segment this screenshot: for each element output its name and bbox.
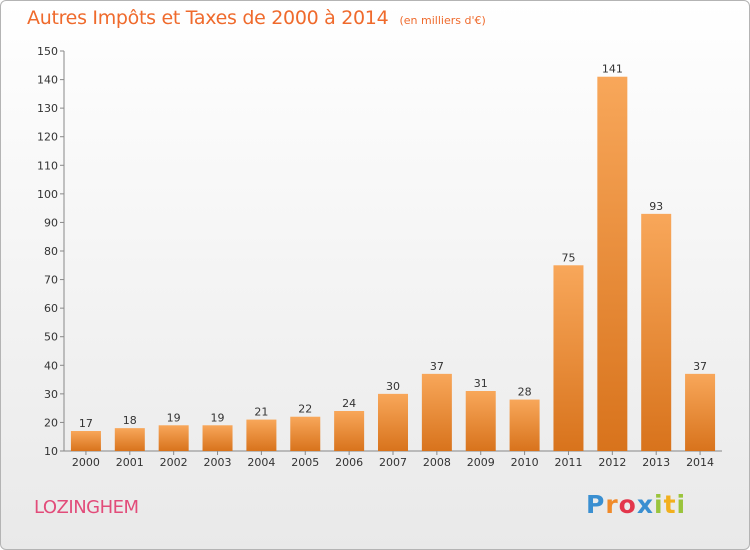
x-tick-label: 2009 (467, 456, 495, 469)
x-tick-label: 2005 (291, 456, 319, 469)
x-tick-label: 2008 (423, 456, 451, 469)
y-tick-label: 140 (37, 74, 58, 87)
y-tick-label: 80 (44, 245, 58, 258)
chart-subtitle: (en milliers d'€) (399, 14, 486, 27)
data-label: 30 (386, 380, 400, 393)
x-tick-label: 2014 (686, 456, 714, 469)
data-label: 28 (518, 386, 532, 399)
data-label: 37 (430, 360, 444, 373)
logo-letter: t (663, 490, 677, 519)
data-label: 93 (649, 200, 663, 213)
x-tick-label: 2004 (247, 456, 275, 469)
y-tick-label: 10 (44, 445, 58, 458)
y-tick-label: 30 (44, 388, 58, 401)
x-tick-label: 2007 (379, 456, 407, 469)
y-tick-label: 110 (37, 159, 58, 172)
logo-letter: i (676, 490, 687, 519)
x-tick-label: 2002 (160, 456, 188, 469)
x-tick-label: 2000 (72, 456, 100, 469)
location-name: LOZINGHEM (34, 497, 139, 518)
bar (334, 411, 365, 451)
x-tick-label: 2006 (335, 456, 363, 469)
y-tick-label: 60 (44, 302, 58, 315)
y-tick-label: 100 (37, 188, 58, 201)
data-label: 19 (167, 411, 181, 424)
bar (465, 391, 496, 451)
x-tick-label: 2010 (511, 456, 539, 469)
y-tick-label: 70 (44, 274, 58, 287)
y-tick-label: 50 (44, 331, 58, 344)
data-label: 22 (298, 403, 312, 416)
x-tick-label: 2011 (554, 456, 582, 469)
logo-letter: P (586, 490, 606, 519)
logo-letter: i (654, 490, 664, 519)
data-label: 24 (342, 397, 356, 410)
bar (685, 373, 716, 451)
data-label: 21 (254, 406, 268, 419)
x-tick-label: 2003 (204, 456, 232, 469)
proxiti-logo: Proxiti (586, 490, 686, 519)
x-tick-label: 2001 (116, 456, 144, 469)
y-tick-label: 20 (44, 416, 58, 429)
bar (641, 213, 672, 451)
bar (246, 419, 277, 451)
data-label: 31 (474, 377, 488, 390)
data-label: 37 (693, 360, 707, 373)
data-label: 19 (211, 411, 225, 424)
bar (553, 265, 584, 451)
y-tick-label: 150 (37, 45, 58, 58)
bar (202, 425, 233, 451)
bar (378, 393, 408, 451)
chart-title-block: Autres Impôts et Taxes de 2000 à 2014 (e… (27, 7, 486, 29)
bar (421, 373, 452, 451)
x-tick-label: 2013 (642, 456, 670, 469)
bar (158, 425, 189, 451)
logo-letter: o (618, 490, 637, 519)
logo-letter: r (605, 490, 619, 519)
bar (70, 431, 101, 451)
bar (114, 428, 145, 451)
bar (597, 76, 628, 451)
chart-title: Autres Impôts et Taxes de 2000 à 2014 (27, 7, 389, 29)
data-label: 141 (602, 63, 623, 76)
data-label: 17 (79, 417, 93, 430)
x-tick-label: 2012 (598, 456, 626, 469)
bar (509, 399, 540, 451)
y-tick-label: 40 (44, 359, 58, 372)
bar (290, 416, 321, 451)
y-tick-label: 120 (37, 131, 58, 144)
data-label: 75 (561, 251, 575, 264)
y-tick-label: 90 (44, 216, 58, 229)
logo-letter: x (636, 490, 654, 519)
y-tick-label: 130 (37, 102, 58, 115)
data-label: 18 (123, 414, 137, 427)
